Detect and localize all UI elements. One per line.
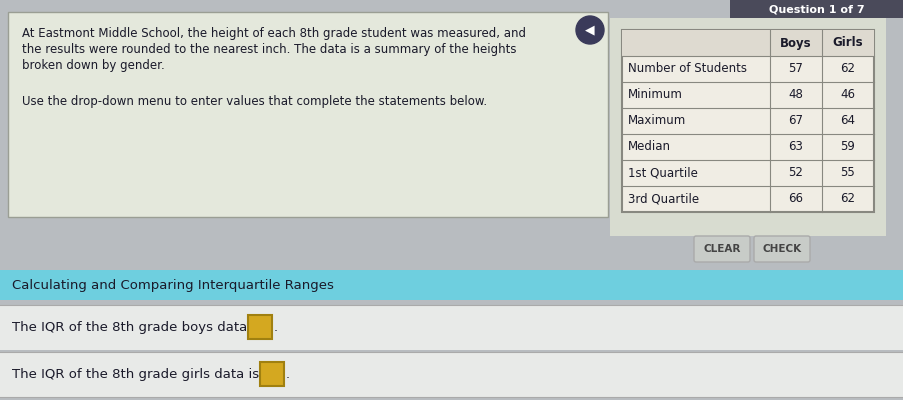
Text: 66: 66 xyxy=(787,192,803,206)
FancyBboxPatch shape xyxy=(730,0,903,18)
Text: Girls: Girls xyxy=(832,36,862,50)
Text: Use the drop-down menu to enter values that complete the statements below.: Use the drop-down menu to enter values t… xyxy=(22,96,487,108)
Text: Question 1 of 7: Question 1 of 7 xyxy=(768,4,864,14)
Text: the results were rounded to the nearest inch. The data is a summary of the heigh: the results were rounded to the nearest … xyxy=(22,44,516,56)
Text: Boys: Boys xyxy=(779,36,811,50)
Text: The IQR of the 8th grade girls data is:: The IQR of the 8th grade girls data is: xyxy=(12,368,263,381)
FancyBboxPatch shape xyxy=(621,30,873,212)
Circle shape xyxy=(575,16,603,44)
Text: 62: 62 xyxy=(840,192,854,206)
Text: Minimum: Minimum xyxy=(628,88,682,102)
Text: 55: 55 xyxy=(840,166,854,180)
FancyBboxPatch shape xyxy=(247,315,272,339)
FancyBboxPatch shape xyxy=(0,352,903,397)
Text: 64: 64 xyxy=(840,114,854,128)
Text: 62: 62 xyxy=(840,62,854,76)
FancyBboxPatch shape xyxy=(260,362,284,386)
FancyBboxPatch shape xyxy=(0,305,903,350)
Text: broken down by gender.: broken down by gender. xyxy=(22,60,164,72)
Text: 59: 59 xyxy=(840,140,854,154)
Text: .: . xyxy=(274,321,278,334)
Text: 48: 48 xyxy=(787,88,803,102)
FancyBboxPatch shape xyxy=(610,18,885,236)
FancyBboxPatch shape xyxy=(694,236,749,262)
Text: ◀: ◀ xyxy=(584,24,594,36)
Text: 57: 57 xyxy=(787,62,803,76)
Text: 46: 46 xyxy=(840,88,854,102)
Text: CHECK: CHECK xyxy=(761,244,801,254)
Text: Median: Median xyxy=(628,140,670,154)
FancyBboxPatch shape xyxy=(8,12,608,217)
Text: Calculating and Comparing Interquartile Ranges: Calculating and Comparing Interquartile … xyxy=(12,278,333,292)
Text: CLEAR: CLEAR xyxy=(703,244,740,254)
Text: 63: 63 xyxy=(787,140,803,154)
Text: 3rd Quartile: 3rd Quartile xyxy=(628,192,698,206)
FancyBboxPatch shape xyxy=(621,30,873,56)
Text: At Eastmont Middle School, the height of each 8th grade student was measured, an: At Eastmont Middle School, the height of… xyxy=(22,28,526,40)
Text: 67: 67 xyxy=(787,114,803,128)
Text: .: . xyxy=(285,368,290,381)
Text: The IQR of the 8th grade boys data is: The IQR of the 8th grade boys data is xyxy=(12,321,262,334)
Text: 52: 52 xyxy=(787,166,803,180)
FancyBboxPatch shape xyxy=(753,236,809,262)
Text: Number of Students: Number of Students xyxy=(628,62,746,76)
FancyBboxPatch shape xyxy=(0,270,903,300)
Text: Maximum: Maximum xyxy=(628,114,685,128)
Text: 1st Quartile: 1st Quartile xyxy=(628,166,697,180)
